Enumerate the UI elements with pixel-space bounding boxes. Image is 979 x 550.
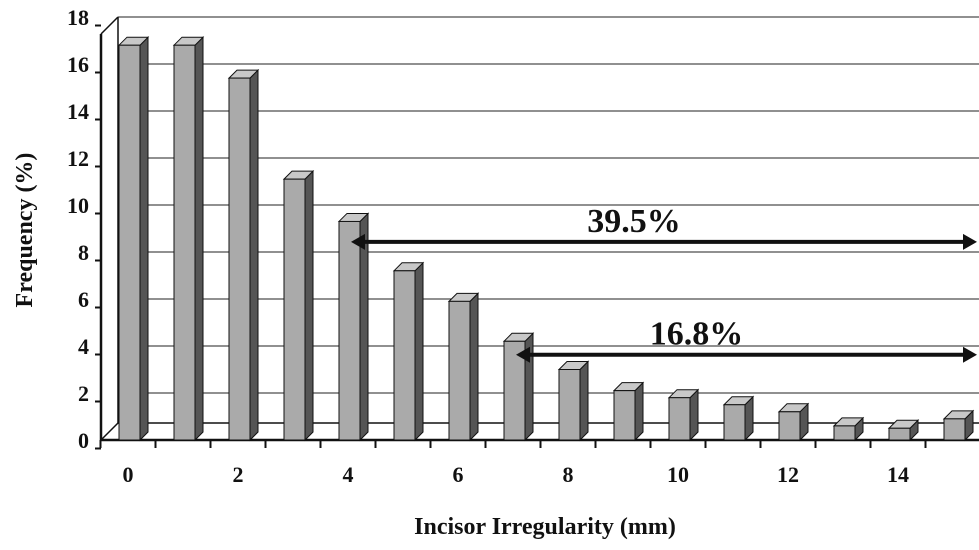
bar-front-14 — [888, 427, 911, 441]
x-tick-label-6: 6 — [453, 462, 464, 487]
bar-front-13 — [833, 425, 856, 441]
bar-front-9 — [613, 390, 636, 441]
bar-front-1 — [173, 44, 196, 441]
y-tick-label-0: 0 — [78, 428, 89, 453]
range-annotation-1: 16.8% — [516, 316, 977, 363]
range-annotation-label-1: 16.8% — [650, 316, 744, 353]
bar-1 — [172, 35, 205, 442]
range-arrow-right-head-0 — [963, 233, 977, 250]
bar-front-11 — [723, 404, 746, 441]
bar-13 — [832, 416, 865, 442]
bar-12 — [777, 402, 810, 442]
bar-6 — [447, 292, 480, 442]
bar-side-9 — [634, 381, 644, 442]
y-tick-label-16: 16 — [67, 52, 89, 77]
bar-front-3 — [283, 178, 306, 441]
bar-side-10 — [689, 388, 699, 442]
wall-corner-top — [100, 16, 119, 35]
range-annotation-0: 39.5% — [351, 203, 977, 250]
bar-front-0 — [118, 44, 141, 441]
bar-front-10 — [668, 397, 691, 441]
x-tick-label-10: 10 — [667, 462, 689, 487]
y-tick-label-4: 4 — [78, 334, 89, 359]
y-axis-title: Frequency (%) — [12, 153, 38, 308]
bar-front-8 — [558, 369, 581, 441]
bar-5 — [392, 261, 425, 442]
x-tick-label-8: 8 — [563, 462, 574, 487]
x-tick-label-14: 14 — [887, 462, 909, 487]
x-tick-label-4: 4 — [343, 462, 354, 487]
bar-2 — [227, 68, 260, 442]
y-tick-label-6: 6 — [78, 287, 89, 312]
bar-side-1 — [194, 35, 204, 442]
bar-front-4 — [338, 220, 361, 441]
range-arrow-left-head-1 — [516, 346, 530, 363]
bar-side-3 — [304, 169, 314, 442]
floor-corner — [100, 422, 119, 441]
bar-0 — [117, 35, 150, 442]
range-arrow-left-head-0 — [351, 233, 365, 250]
bar-11 — [722, 395, 755, 442]
y-tick-label-2: 2 — [78, 381, 89, 406]
bar-side-8 — [579, 360, 589, 442]
x-tick-label-0: 0 — [123, 462, 134, 487]
x-axis-title: Incisor Irregularity (mm) — [414, 514, 676, 540]
y-tick-label-12: 12 — [67, 146, 89, 171]
y-tick-label-14: 14 — [67, 99, 89, 124]
bar-10 — [667, 388, 700, 442]
range-arrow-right-head-1 — [963, 346, 977, 363]
bar-side-5 — [414, 261, 424, 442]
bar-side-2 — [249, 68, 259, 442]
bar-4 — [337, 212, 370, 442]
bar-front-15 — [943, 418, 966, 441]
range-annotation-label-0: 39.5% — [587, 203, 681, 240]
y-tick-label-10: 10 — [67, 193, 89, 218]
y-tick-label-8: 8 — [78, 240, 89, 265]
bar-15 — [942, 409, 975, 442]
bar-8 — [557, 360, 590, 442]
bar-front-7 — [503, 340, 526, 441]
bar-front-6 — [448, 300, 471, 441]
bar-3 — [282, 169, 315, 442]
bar-side-0 — [139, 35, 149, 442]
bar-front-12 — [778, 411, 801, 441]
bar-front-2 — [228, 77, 251, 441]
bar-14 — [887, 419, 920, 442]
y-tick-label-18: 18 — [67, 5, 89, 30]
x-tick-label-12: 12 — [777, 462, 799, 487]
bar-side-6 — [469, 292, 479, 442]
x-tick-label-2: 2 — [233, 462, 244, 487]
bar-front-5 — [393, 270, 416, 441]
bar-9 — [612, 381, 645, 442]
